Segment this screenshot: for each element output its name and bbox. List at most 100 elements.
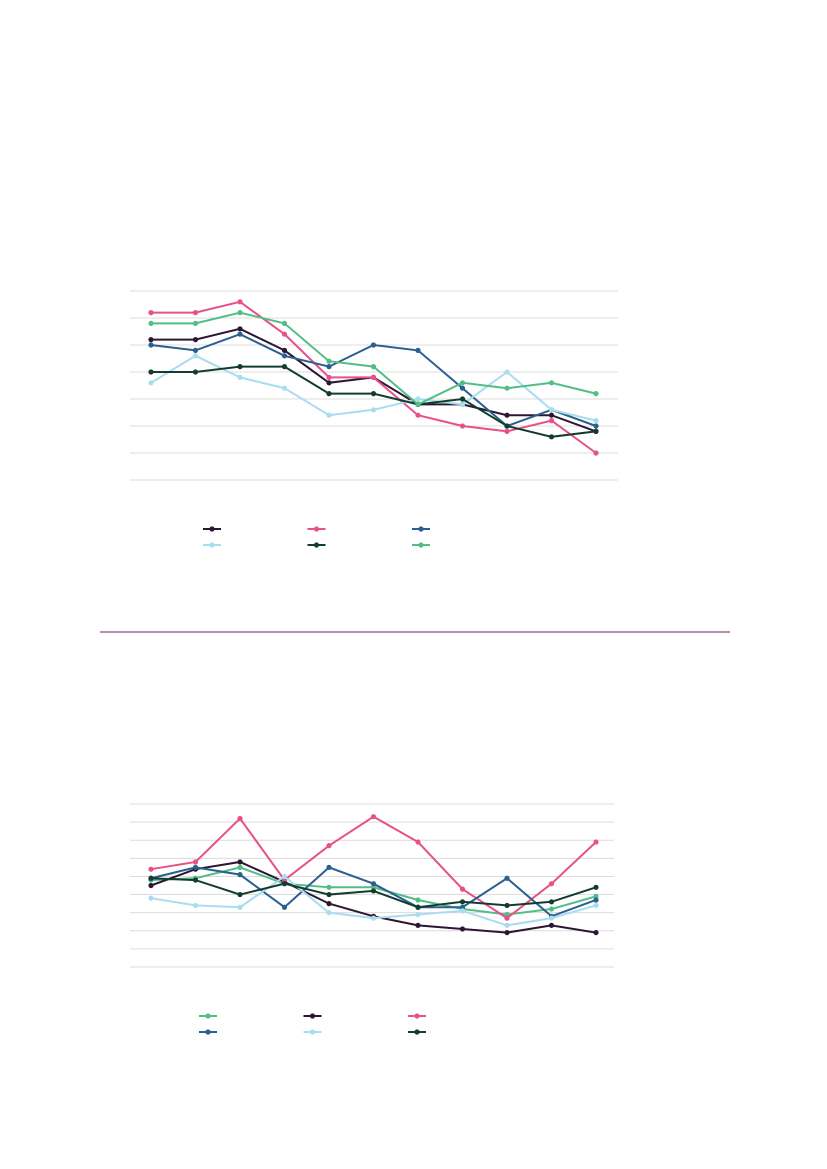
data-point bbox=[281, 320, 288, 326]
legend-marker bbox=[313, 542, 320, 548]
data-point bbox=[415, 922, 421, 928]
data-point bbox=[459, 904, 466, 910]
legend-marker bbox=[205, 1013, 211, 1019]
data-point bbox=[326, 891, 332, 898]
data-point bbox=[326, 391, 332, 397]
data-point bbox=[593, 418, 599, 424]
data-point bbox=[326, 358, 332, 364]
data-point bbox=[326, 864, 332, 870]
data-point bbox=[370, 374, 377, 380]
data-point bbox=[548, 380, 555, 386]
chart bbox=[130, 290, 618, 548]
data-point bbox=[415, 911, 421, 918]
data-point bbox=[148, 895, 154, 901]
data-point bbox=[148, 380, 154, 386]
data-point bbox=[326, 843, 332, 849]
data-point bbox=[237, 326, 243, 332]
data-point bbox=[370, 391, 377, 397]
data-point bbox=[593, 391, 599, 397]
data-point bbox=[192, 347, 199, 353]
data-point bbox=[459, 926, 466, 932]
data-point bbox=[504, 902, 510, 909]
data-point bbox=[415, 412, 421, 418]
data-point bbox=[593, 839, 599, 845]
data-point bbox=[370, 407, 377, 413]
data-point bbox=[237, 872, 243, 878]
legend-marker bbox=[309, 1029, 316, 1035]
data-point bbox=[593, 897, 599, 903]
data-point bbox=[237, 815, 243, 822]
chart bbox=[130, 803, 614, 1035]
data-point bbox=[459, 396, 466, 402]
data-point bbox=[148, 342, 154, 348]
data-point bbox=[593, 428, 599, 434]
data-point bbox=[459, 385, 466, 391]
legend-marker bbox=[209, 542, 215, 548]
legend-marker bbox=[205, 1029, 211, 1035]
data-point bbox=[415, 347, 421, 353]
data-point bbox=[326, 884, 332, 890]
data-point bbox=[504, 922, 510, 928]
data-point bbox=[504, 911, 510, 918]
data-point bbox=[370, 364, 377, 370]
data-point bbox=[281, 347, 288, 353]
data-point bbox=[326, 412, 332, 418]
data-point bbox=[192, 310, 199, 316]
data-point bbox=[593, 929, 599, 936]
data-point bbox=[237, 374, 243, 380]
legend-marker bbox=[309, 1013, 316, 1019]
legend-marker bbox=[414, 1013, 420, 1019]
data-point bbox=[548, 899, 555, 905]
data-point bbox=[548, 412, 555, 418]
data-point bbox=[192, 337, 199, 343]
data-point bbox=[192, 902, 199, 909]
data-point bbox=[370, 814, 377, 820]
data-point bbox=[370, 884, 377, 890]
legend-marker bbox=[313, 526, 320, 532]
data-point bbox=[548, 922, 555, 928]
data-point bbox=[281, 385, 288, 391]
data-point bbox=[326, 380, 332, 386]
data-point bbox=[192, 859, 199, 865]
data-point bbox=[548, 915, 555, 921]
data-point bbox=[148, 310, 154, 316]
data-point bbox=[504, 875, 510, 881]
data-point bbox=[148, 875, 154, 881]
data-point bbox=[281, 353, 288, 359]
data-point bbox=[459, 899, 466, 905]
data-point bbox=[192, 353, 199, 359]
data-point bbox=[504, 423, 510, 429]
data-point bbox=[504, 915, 510, 921]
data-point bbox=[504, 929, 510, 936]
data-point bbox=[415, 897, 421, 903]
data-point bbox=[281, 881, 288, 887]
data-point bbox=[192, 877, 199, 883]
data-point bbox=[326, 374, 332, 380]
data-point bbox=[192, 320, 199, 326]
data-point bbox=[415, 401, 421, 407]
data-point bbox=[548, 407, 555, 413]
data-point bbox=[237, 310, 243, 316]
data-point bbox=[504, 385, 510, 391]
legend-marker bbox=[418, 542, 424, 548]
data-point bbox=[593, 902, 599, 909]
data-point bbox=[237, 859, 243, 865]
data-point bbox=[370, 888, 377, 894]
data-point bbox=[459, 401, 466, 407]
data-point bbox=[504, 369, 510, 375]
legend-marker bbox=[414, 1029, 420, 1035]
data-point bbox=[192, 864, 199, 870]
legend-marker bbox=[418, 526, 424, 532]
data-point bbox=[326, 901, 332, 907]
data-point bbox=[370, 915, 377, 921]
data-point bbox=[459, 380, 466, 386]
data-point bbox=[504, 412, 510, 418]
data-point bbox=[459, 886, 466, 892]
data-point bbox=[237, 891, 243, 898]
data-point bbox=[548, 881, 555, 887]
data-point bbox=[281, 873, 288, 880]
data-point bbox=[237, 364, 243, 370]
data-point bbox=[370, 342, 377, 348]
